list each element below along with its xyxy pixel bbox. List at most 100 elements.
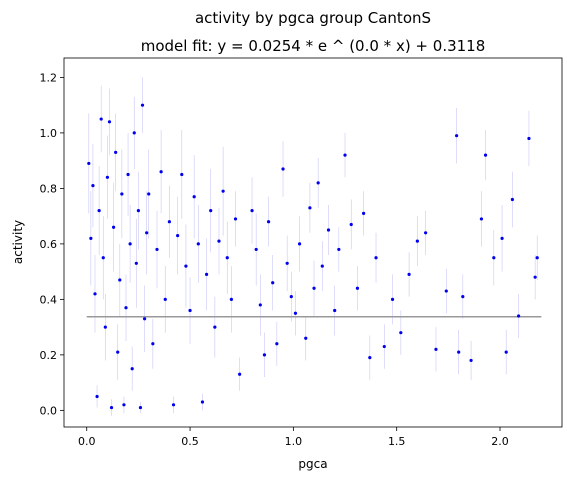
data-point (266, 220, 271, 224)
data-point (254, 247, 258, 252)
data-point (155, 247, 159, 252)
data-point (109, 405, 114, 410)
data-point (483, 153, 488, 157)
data-point (281, 167, 285, 171)
data-point (275, 342, 279, 346)
data-point (415, 239, 419, 243)
data-point (209, 208, 213, 213)
data-point (217, 239, 221, 243)
data-point (304, 336, 308, 340)
data-point (349, 222, 353, 227)
data-point (293, 311, 298, 315)
data-point (289, 295, 293, 299)
data-point (492, 256, 496, 260)
data-point (533, 275, 537, 279)
data-point (479, 217, 484, 221)
data-point (510, 197, 515, 202)
data-point (469, 358, 473, 363)
data-point (517, 314, 521, 318)
data-point (457, 350, 461, 354)
data-point (130, 367, 134, 371)
data-point (118, 278, 122, 282)
x-tick-label: 1.0 (285, 435, 303, 448)
data-point (343, 153, 347, 157)
data-point (444, 289, 448, 293)
x-axis-label: pgca (298, 457, 327, 471)
data-point (461, 295, 465, 299)
data-point (362, 211, 366, 215)
x-tick-label: 0.5 (181, 435, 199, 448)
data-point (91, 184, 95, 188)
data-point (368, 356, 372, 360)
y-tick-label: 0.8 (40, 182, 58, 195)
y-tick-label: 0.2 (40, 349, 58, 362)
data-point (316, 181, 320, 185)
data-point (159, 170, 163, 174)
y-tick-label: 0.0 (40, 404, 58, 417)
data-point (229, 297, 233, 301)
data-point (258, 303, 262, 307)
data-point (535, 256, 539, 260)
y-tick-label: 0.4 (40, 293, 58, 306)
data-point (390, 297, 395, 301)
data-point (262, 353, 267, 357)
data-point (233, 217, 238, 221)
data-point (180, 172, 184, 177)
points-layer (87, 103, 539, 410)
chart-subtitle: model fit: y = 0.0254 * e ^ (0.0 * x) + … (141, 37, 486, 55)
data-point (142, 317, 147, 321)
data-point (120, 192, 124, 196)
data-point (140, 103, 145, 107)
data-point (455, 134, 459, 138)
x-axis-ticks: 0.0 0.5 1.0 1.5 2.0 (78, 427, 509, 448)
data-point (138, 405, 143, 410)
data-point (105, 175, 109, 179)
x-tick-label: 1.5 (388, 435, 406, 448)
data-point (221, 189, 225, 193)
data-point (87, 161, 91, 166)
x-tick-label: 0.0 (78, 435, 96, 448)
y-axis-ticks: 0.0 0.2 0.4 0.6 0.8 1.0 1.2 (40, 71, 64, 417)
data-point (285, 261, 289, 265)
data-point (122, 403, 126, 407)
data-point (382, 344, 386, 349)
data-point (326, 228, 331, 232)
data-point (101, 256, 105, 260)
y-tick-label: 1.2 (40, 71, 58, 84)
data-point (132, 131, 136, 135)
data-point (320, 264, 324, 268)
data-point (93, 292, 97, 296)
data-point (192, 195, 196, 199)
data-point (171, 403, 176, 407)
plot-frame (63, 57, 563, 428)
data-point (374, 256, 378, 260)
data-point (116, 350, 120, 354)
data-point (124, 306, 128, 310)
data-point (136, 208, 140, 213)
data-point (97, 208, 101, 213)
y-tick-label: 1.0 (40, 127, 58, 140)
data-point (167, 220, 171, 224)
chart-title: activity by pgca group CantonS (195, 9, 431, 27)
data-point (399, 331, 403, 335)
data-point (114, 150, 118, 154)
data-point (527, 136, 531, 141)
data-point (225, 256, 229, 260)
data-point (312, 286, 316, 290)
data-point (333, 308, 337, 313)
data-point (95, 394, 99, 399)
data-point (107, 120, 112, 124)
data-point (111, 225, 116, 229)
data-point (213, 325, 217, 329)
data-point (204, 272, 209, 277)
data-point (184, 264, 188, 268)
data-point (196, 242, 200, 246)
data-point (250, 208, 254, 213)
data-point (126, 172, 130, 177)
data-point (308, 206, 312, 210)
data-point (297, 242, 302, 246)
data-point (163, 297, 167, 301)
data-point (500, 236, 504, 240)
